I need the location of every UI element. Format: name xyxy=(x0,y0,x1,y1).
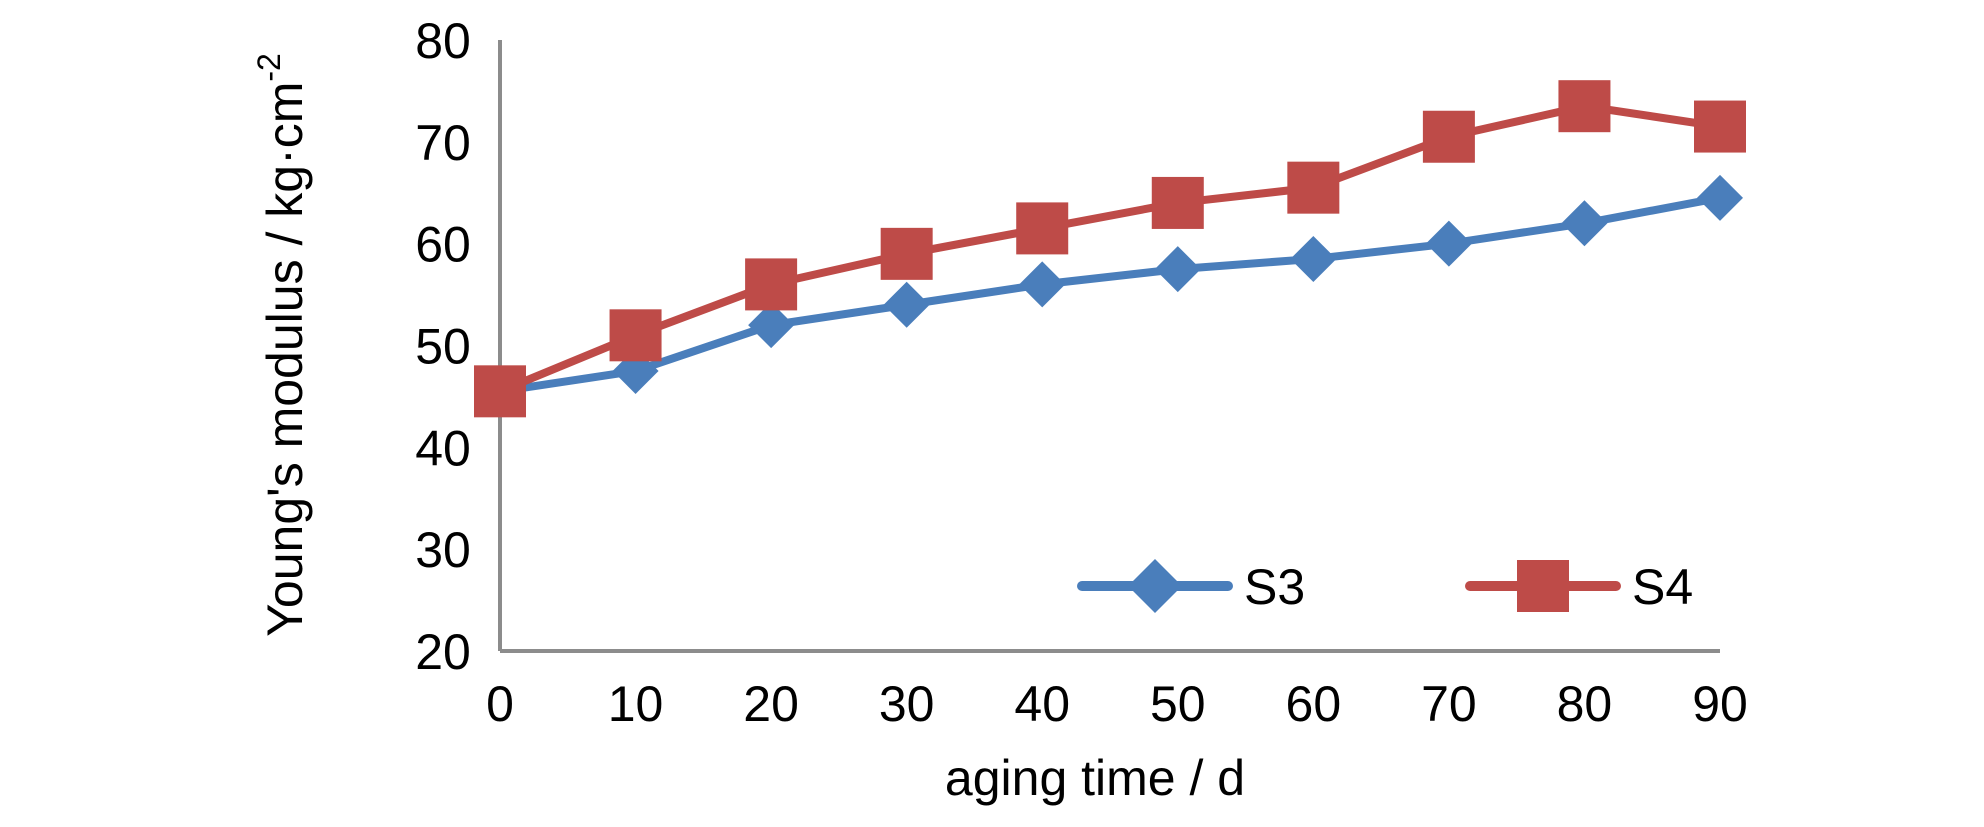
data-point xyxy=(1422,110,1475,163)
data-point xyxy=(1151,176,1204,229)
data-point xyxy=(1425,220,1472,267)
axes xyxy=(498,40,1720,653)
x-tick-label: 80 xyxy=(1557,676,1613,732)
x-tick-label: 0 xyxy=(486,676,514,732)
x-tick-label: 10 xyxy=(608,676,664,732)
data-point xyxy=(883,281,930,328)
legend-marker xyxy=(1128,559,1182,613)
y-axis-title-superscript: -2 xyxy=(251,53,287,81)
x-tick-label: 30 xyxy=(879,676,935,732)
legend-marker xyxy=(1517,560,1569,612)
legend-label: S3 xyxy=(1244,559,1305,615)
y-axis-title: Young's modulus / kg·cm-2 xyxy=(251,53,313,637)
y-tick-label: 20 xyxy=(415,624,471,680)
legend-item-s4: S4 xyxy=(1465,559,1693,615)
y-axis-title-text: Young's modulus / kg·cm xyxy=(257,82,313,637)
x-axis-title: aging time / d xyxy=(945,750,1245,806)
data-point xyxy=(1694,100,1746,153)
x-tick-labels: 0 10 20 30 40 50 60 70 80 90 xyxy=(486,676,1748,732)
data-point xyxy=(748,302,795,349)
data-point xyxy=(609,309,662,362)
y-tick-labels: 20 30 40 50 60 70 80 xyxy=(415,13,471,680)
data-point xyxy=(1697,174,1743,221)
series-line-s3 xyxy=(499,193,1721,396)
series-line-s4 xyxy=(498,102,1721,396)
x-tick-label: 90 xyxy=(1692,676,1748,732)
y-tick-label: 80 xyxy=(415,13,471,69)
legend-label: S4 xyxy=(1632,559,1693,615)
series-layer xyxy=(474,80,1746,418)
data-point xyxy=(1287,161,1340,214)
data-point xyxy=(880,227,933,280)
y-tick-label: 40 xyxy=(415,420,471,476)
data-point xyxy=(1561,200,1608,247)
x-tick-label: 60 xyxy=(1286,676,1342,732)
y-tick-label: 50 xyxy=(415,319,471,375)
y-tick-label: 60 xyxy=(415,217,471,273)
data-point xyxy=(1154,246,1201,293)
y-tick-label: 30 xyxy=(415,522,471,578)
series-s4 xyxy=(474,80,1746,418)
x-tick-label: 20 xyxy=(743,676,799,732)
data-point xyxy=(1290,235,1337,282)
data-point xyxy=(745,258,798,311)
y-tick-label: 70 xyxy=(415,115,471,171)
legend-item-s3: S3 xyxy=(1077,559,1305,615)
data-point xyxy=(474,365,526,418)
x-tick-label: 40 xyxy=(1014,676,1070,732)
x-tick-label: 50 xyxy=(1150,676,1206,732)
data-point xyxy=(1016,202,1069,255)
data-point xyxy=(1558,80,1611,133)
data-point xyxy=(1019,261,1066,308)
legend: S3 S4 xyxy=(1077,559,1693,615)
x-tick-label: 70 xyxy=(1421,676,1477,732)
series-s3 xyxy=(477,174,1743,415)
